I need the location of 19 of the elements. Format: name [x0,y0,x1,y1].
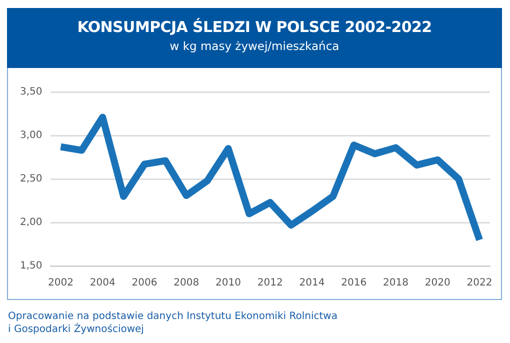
text: Opracowanie na podstawie danych Instytutu Ekonomiki Rolnictwa i Gospodarki Żywnościowej [8,310,338,336]
x-tick-label: 2014 [299,278,325,289]
chart-title: KONSUMPCJA ŚLEDZI W POLSCE 2002-2022 [76,18,433,36]
y-tick-label: 3,50 [20,86,42,98]
y-tick-label: 1,50 [20,260,42,272]
x-tick-label: 2006 [132,278,158,289]
x-tick-label: 2018 [383,278,408,289]
y-tick-label: 2,50 [20,174,42,185]
x-tick-label: 2016 [341,278,367,289]
x-tick-label: 2002 [48,278,74,289]
x-tick-label: 2012 [257,278,283,289]
x-tick-label: 2008 [174,278,200,289]
x-tick-label: 2004 [90,278,116,289]
x-tick-label: 2020 [424,278,450,289]
x-tick-label: 2010 [216,278,241,289]
y-tick-label: 3,00 [20,130,42,142]
y-tick-label: 2,00 [20,217,42,228]
chart-subtitle: w kg masy żywej/mieszkańca [168,39,340,53]
x-tick-label: 2022 [466,278,492,289]
